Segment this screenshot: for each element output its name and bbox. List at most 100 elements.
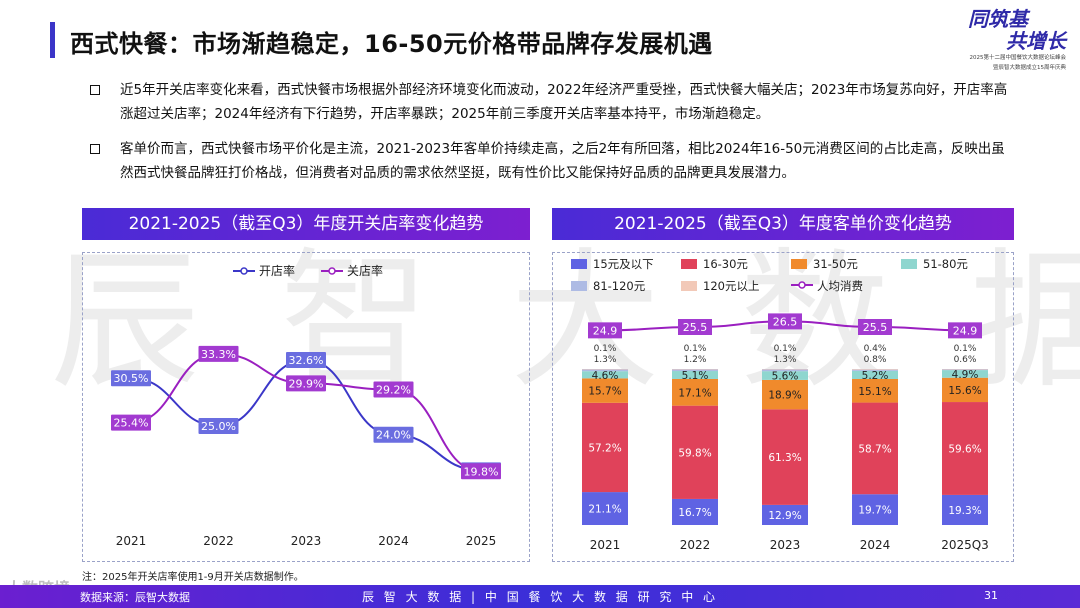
bar-segment	[582, 492, 628, 525]
x-tick-label: 2022	[203, 534, 234, 548]
data-label: 25.0%	[201, 420, 236, 433]
legend-swatch	[901, 259, 917, 269]
bar-segment-label: 4.6%	[592, 370, 619, 382]
data-label: 29.2%	[376, 384, 411, 397]
legend-swatch	[681, 281, 697, 291]
bar-segment-label: 5.2%	[862, 370, 889, 382]
bar-small-label: 1.3%	[594, 355, 617, 365]
bar-segment-label: 18.9%	[768, 390, 801, 402]
bar-segment	[582, 371, 628, 379]
legend-label: 开店率	[259, 263, 295, 278]
legend-label: 51-80元	[923, 257, 968, 271]
bar-segment-label: 12.9%	[768, 510, 801, 522]
bar-segment	[852, 494, 898, 525]
avg-label-bg	[588, 322, 622, 339]
bullet-square-icon	[90, 85, 100, 95]
bar-small-label: 1.3%	[774, 355, 797, 365]
legend-marker	[240, 267, 248, 275]
bar-segment	[852, 369, 898, 370]
x-tick-label: 2023	[291, 534, 322, 548]
bar-chart-title: 2021-2025（截至Q3）年度客单价变化趋势	[552, 208, 1014, 240]
bar-segment-label: 15.1%	[858, 386, 891, 398]
page-number: 31	[984, 589, 998, 602]
line-chart-title: 2021-2025（截至Q3）年度开关店率变化趋势	[82, 208, 530, 240]
data-label: 25.4%	[114, 417, 149, 430]
footnote: 注：2025年开关店率使用1-9月开关店数据制作。	[82, 572, 304, 583]
avg-label-bg	[678, 319, 712, 335]
bar-segment	[852, 370, 898, 379]
logo-line-2: 共增长	[1006, 29, 1066, 53]
bar-small-label: 1.2%	[684, 355, 707, 365]
bar-segment	[762, 369, 808, 370]
event-logo: 同筑基 共增长 2025第十二届中国餐饮大数据论坛峰会 暨辰智大数据成立15周年…	[948, 8, 1066, 78]
bar-segment-label: 15.7%	[588, 386, 621, 398]
bar-segment	[942, 494, 988, 525]
bar-segment-label: 16.7%	[678, 507, 711, 519]
x-tick-label: 2024	[378, 534, 409, 548]
data-label-bg	[111, 414, 151, 431]
bar-segment	[672, 405, 718, 499]
data-label-bg	[286, 375, 326, 392]
bullet-text: 客单价而言，西式快餐市场平价化是主流，2021-2023年客单价持续走高，之后2…	[120, 141, 1005, 181]
bar-segment	[582, 402, 628, 493]
bar-segment-label: 15.6%	[948, 385, 981, 397]
legend-label: 15元及以下	[593, 257, 654, 271]
bar-segment-label: 58.7%	[858, 443, 891, 455]
legend-swatch	[571, 281, 587, 291]
bar-segment-label: 4.9%	[952, 369, 979, 381]
legend-marker	[328, 267, 336, 275]
bar-segment	[762, 379, 808, 410]
bar-segment	[942, 369, 988, 371]
line-chart-frame: 开店率关店率30.5%25.0%32.6%24.0%19.9%25.4%33.3…	[82, 252, 530, 562]
data-label-bg	[111, 370, 151, 387]
data-label-bg	[198, 418, 239, 435]
bar-segment	[942, 370, 988, 378]
x-tick-label: 2021	[116, 534, 147, 548]
bar-segment	[852, 402, 898, 495]
bar-segment	[852, 378, 898, 403]
bar-segment-label: 59.6%	[948, 443, 981, 455]
bar-segment	[582, 369, 628, 372]
bar-segment	[672, 498, 718, 525]
legend-label: 人均消费	[817, 279, 863, 293]
bar-segment	[672, 369, 718, 372]
bullet-text: 近5年开关店率变化来看，西式快餐市场根据外部经济环境变化而波动，2022年经济严…	[120, 82, 1008, 122]
avg-label-bg	[858, 319, 892, 335]
footer-bar: 数据来源：辰智大数据 辰 智 大 数 据 | 中 国 餐 饮 大 数 据 研 究…	[0, 585, 1080, 608]
legend-label: 16-30元	[703, 257, 748, 271]
bar-segment	[762, 504, 808, 525]
bar-segment-label: 19.7%	[858, 505, 891, 517]
data-label: 19.8%	[464, 465, 499, 478]
bar-segment-label: 59.8%	[678, 447, 711, 459]
x-tick-label: 2021	[590, 538, 621, 552]
bar-segment-label: 57.2%	[588, 442, 621, 454]
bullet-list: 近5年开关店率变化来看，西式快餐市场根据外部经济环境变化而波动，2022年经济严…	[88, 78, 1018, 196]
data-label-bg	[373, 381, 414, 398]
bar-segment-label: 19.3%	[948, 505, 981, 517]
data-label: 32.6%	[289, 354, 324, 367]
logo-subtitle-2: 暨辰智大数据成立15周年庆典	[993, 65, 1066, 71]
bar-small-label: 0.1%	[954, 344, 977, 354]
bar-small-label: 0.4%	[864, 344, 887, 354]
avg-label-bg	[768, 313, 802, 330]
bar-small-label: 0.1%	[774, 344, 797, 354]
footer-org: 辰 智 大 数 据 | 中 国 餐 饮 大 数 据 研 究 中 心	[361, 590, 719, 604]
bar-segment	[582, 378, 628, 403]
bar-small-label: 0.8%	[864, 355, 887, 365]
bar-segment	[942, 377, 988, 403]
bar-segment-label: 17.1%	[678, 387, 711, 399]
bar-segment	[672, 369, 718, 370]
data-label: 33.3%	[201, 348, 236, 361]
data-label-bg	[198, 345, 239, 362]
bar-small-label: 0.1%	[594, 344, 617, 354]
data-label-bg	[286, 351, 326, 368]
bar-segment	[582, 369, 628, 370]
bar-segment	[672, 378, 718, 406]
bar-segment	[762, 371, 808, 380]
x-tick-label: 2022	[680, 538, 711, 552]
avg-label: 24.9	[953, 324, 978, 337]
avg-label: 24.9	[593, 324, 618, 337]
x-tick-label: 2025Q3	[941, 538, 989, 552]
logo-line-1: 同筑基	[968, 7, 1028, 31]
bar-segment-label: 61.3%	[768, 452, 801, 464]
